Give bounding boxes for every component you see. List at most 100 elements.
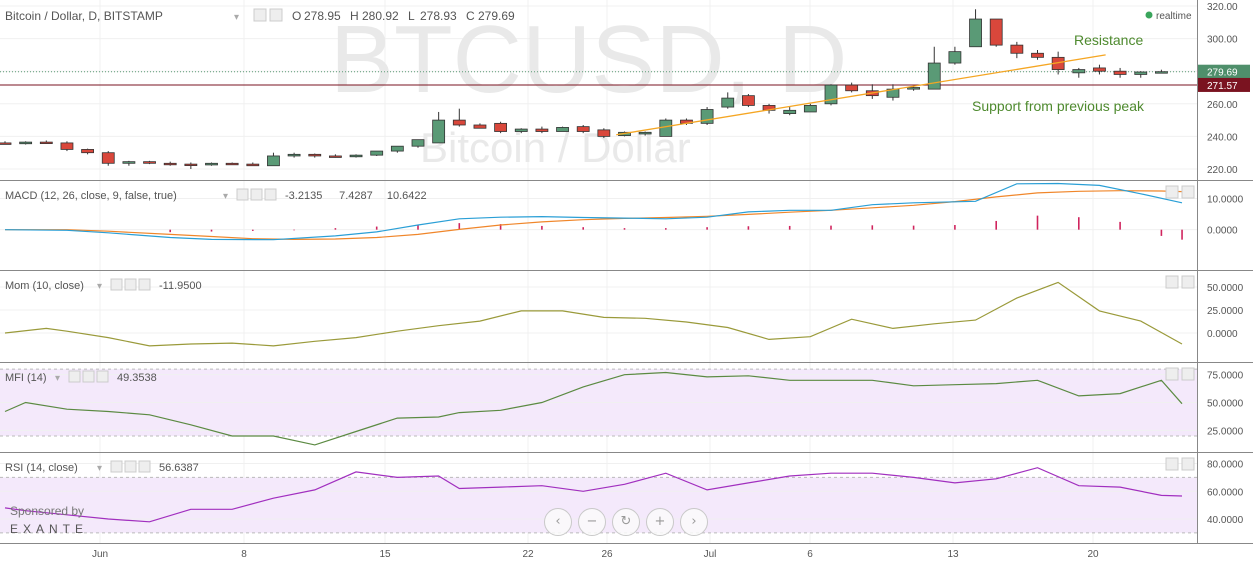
candle-body [432,119,446,144]
candle[interactable] [246,162,260,167]
candle[interactable] [101,151,115,166]
candle[interactable] [328,154,342,158]
candle[interactable] [225,162,239,166]
candle[interactable] [349,154,363,158]
candle[interactable] [411,139,425,148]
candle[interactable] [783,107,797,116]
macd-move-up-icon[interactable] [1165,185,1179,199]
candle[interactable] [19,141,33,145]
candle[interactable] [989,18,1003,47]
candle-body [659,119,673,137]
candle[interactable] [803,103,817,113]
candle[interactable] [556,126,569,132]
macd-title[interactable]: MACD (12, 26, close, 9, false, true) [5,190,177,202]
macd-close-icon[interactable] [264,188,277,201]
mom-close-icon[interactable] [138,278,151,291]
mfi-close-pane-icon[interactable] [1181,367,1195,381]
macd-menu-icon[interactable]: ▾ [223,191,228,202]
rsi-close-pane-icon[interactable] [1181,457,1195,471]
rsi-settings-icon[interactable] [124,460,137,473]
candle-body [390,145,404,152]
candle[interactable] [535,126,549,134]
candle[interactable] [700,107,714,125]
candle[interactable] [948,46,962,65]
candle[interactable] [287,152,301,158]
candle[interactable] [308,153,322,158]
mfi-title[interactable]: MFI (14) [5,372,47,384]
macd-close-pane-icon[interactable] [1181,185,1195,199]
candle[interactable] [143,160,156,165]
candle[interactable] [1072,67,1086,78]
candle[interactable] [452,108,466,127]
candle[interactable] [163,161,177,166]
chart-navigation: ‹ − ↻ + › [544,508,714,536]
candle[interactable] [514,128,528,134]
watermark-name: Bitcoin / Dollar [420,124,691,171]
ohlc-label-o: O [292,9,301,23]
mom-close-pane-icon[interactable] [1181,275,1195,289]
symbol-title[interactable]: Bitcoin / Dollar, D, BITSTAMP [5,9,163,23]
mfi-visibility-icon[interactable] [68,370,81,383]
candle[interactable] [659,118,673,137]
candle[interactable] [638,131,652,136]
candle[interactable] [81,148,94,155]
candle[interactable] [1155,69,1168,74]
scroll-right-button[interactable]: › [680,508,708,536]
candle[interactable] [1093,64,1106,75]
candle[interactable] [370,150,384,156]
scroll-left-button[interactable]: ‹ [544,508,572,536]
candle-body [803,105,817,113]
rsi-visibility-icon[interactable] [110,460,123,473]
mom-menu-icon[interactable]: ▾ [97,281,102,292]
candle-body [267,155,280,167]
candle[interactable] [886,84,900,101]
candle-body [1155,71,1168,74]
candle[interactable] [184,162,198,169]
settings-icon[interactable] [269,8,283,22]
candle[interactable] [721,92,735,109]
candle[interactable] [597,128,611,139]
reset-button[interactable]: ↻ [612,508,640,536]
candle[interactable] [1031,50,1044,60]
candle[interactable] [60,141,74,152]
mfi-close-icon[interactable] [96,370,109,383]
candle[interactable] [1134,71,1148,78]
mfi-menu-icon[interactable]: ▾ [55,373,60,384]
candle[interactable] [824,84,838,106]
candle[interactable] [1113,67,1127,78]
macd-settings-icon[interactable] [250,188,263,201]
mom-visibility-icon[interactable] [110,278,123,291]
rsi-menu-icon[interactable]: ▾ [97,463,102,474]
rsi-title[interactable]: RSI (14, close) [5,462,78,474]
candle[interactable] [390,145,404,153]
mfi-move-up-icon[interactable] [1165,367,1179,381]
zoom-out-button[interactable]: − [578,508,606,536]
mom-title[interactable]: Mom (10, close) [5,280,84,292]
candle[interactable] [865,84,879,99]
candle[interactable] [205,162,218,166]
symbol-menu-icon[interactable]: ▾ [234,12,239,23]
rsi-close-icon[interactable] [138,460,151,473]
mom-move-up-icon[interactable] [1165,275,1179,289]
candle[interactable] [39,140,53,145]
candle[interactable] [845,82,859,93]
candle[interactable] [1010,41,1024,59]
candle[interactable] [0,141,12,145]
candle[interactable] [473,123,487,129]
rsi-move-up-icon[interactable] [1165,457,1179,471]
visibility-icon[interactable] [253,8,267,22]
candle[interactable] [742,94,755,108]
mfi-settings-icon[interactable] [82,370,95,383]
resistance-trend-line[interactable] [616,54,1106,136]
candle[interactable] [969,9,982,48]
candle[interactable] [267,152,280,167]
zoom-in-button[interactable]: + [646,508,674,536]
mom-settings-icon[interactable] [124,278,137,291]
candle[interactable] [494,121,508,134]
candle[interactable] [432,111,446,144]
candle[interactable] [576,124,590,134]
sponsor-logo[interactable]: EXANTE [10,522,88,536]
candle[interactable] [122,160,136,166]
macd-visibility-icon[interactable] [236,188,249,201]
